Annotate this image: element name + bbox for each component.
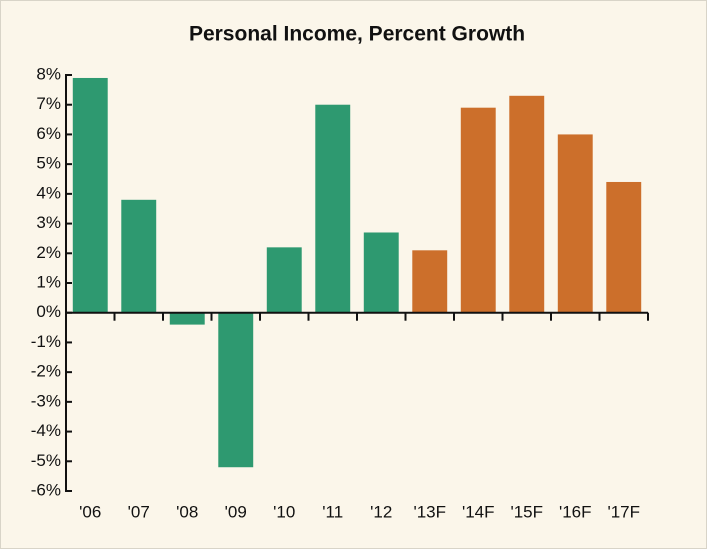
y-tick-label: 1% (36, 272, 61, 291)
x-tick-label: '12 (370, 502, 392, 521)
bar (169, 312, 205, 325)
x-tick-label: '10 (273, 502, 295, 521)
y-tick-label: 8% (36, 64, 61, 83)
bar (363, 232, 399, 313)
y-tick-label: -1% (31, 332, 61, 351)
y-tick-label: -5% (31, 451, 61, 470)
y-tick-label: 4% (36, 183, 61, 202)
x-tick-label: '14F (462, 502, 495, 521)
y-tick-label: -2% (31, 362, 61, 381)
y-tick-label: -6% (31, 480, 61, 499)
bar (412, 250, 448, 313)
y-tick-label: 7% (36, 94, 61, 113)
y-tick-label: 6% (36, 124, 61, 143)
bar (315, 104, 351, 313)
bar (266, 247, 302, 313)
x-tick-label: '15F (510, 502, 543, 521)
bar (557, 134, 593, 313)
y-tick-label: -4% (31, 421, 61, 440)
y-tick-label: 0% (36, 302, 61, 321)
bar (509, 95, 545, 313)
y-tick-label: 5% (36, 154, 61, 173)
bar (606, 181, 642, 313)
bar (121, 199, 157, 313)
x-tick-label: '11 (322, 502, 343, 521)
x-tick-label: '08 (176, 502, 198, 521)
x-tick-label: '17F (607, 502, 640, 521)
bar (72, 77, 108, 313)
x-tick-label: '13F (413, 502, 446, 521)
chart-title: Personal Income, Percent Growth (189, 23, 525, 46)
y-tick-label: 2% (36, 243, 61, 262)
x-tick-label: '09 (225, 502, 247, 521)
x-tick-label: '16F (559, 502, 592, 521)
bar (460, 107, 496, 313)
bar (218, 312, 254, 468)
x-tick-label: '07 (128, 502, 150, 521)
x-tick-label: '06 (79, 502, 101, 521)
y-tick-label: -3% (31, 391, 61, 410)
y-tick-label: 3% (36, 213, 61, 232)
